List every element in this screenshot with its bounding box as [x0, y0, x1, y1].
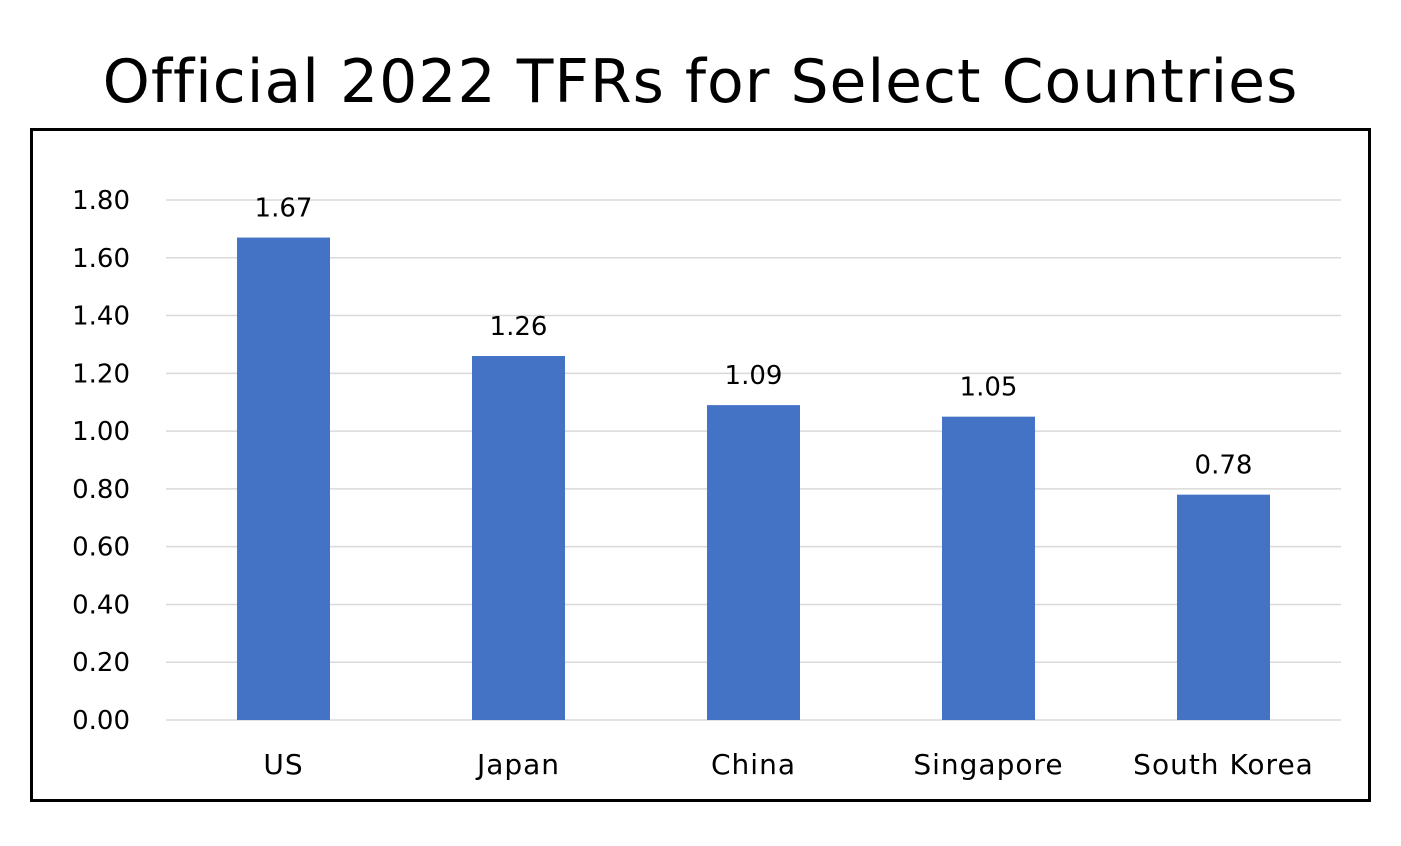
bar-chart: 0.00 0.20 0.40 0.60 0.80 1.00 1.20 1.40 1.60 1.80…: [72, 186, 1341, 781]
x-tick-label: China: [711, 748, 796, 781]
y-tick-label: 0.40: [72, 590, 130, 620]
data-label: 0.78: [1195, 451, 1253, 481]
data-labels: 1.67 1.26 1.09 1.05 0.78: [255, 194, 1253, 481]
y-tick-label: 0.80: [72, 475, 130, 505]
y-tick-label: 0.00: [72, 706, 130, 736]
x-tick-label: US: [263, 748, 303, 781]
x-tick-label: South Korea: [1133, 748, 1314, 781]
x-axis-ticks: US Japan China Singapore South Korea: [263, 748, 1314, 781]
bar-south-korea: [1177, 494, 1270, 720]
chart-frame: 0.00 0.20 0.40 0.60 0.80 1.00 1.20 1.40 1.60 1.80…: [30, 128, 1371, 802]
y-tick-label: 1.00: [72, 417, 130, 447]
bar-singapore: [942, 416, 1035, 720]
y-axis-ticks: 0.00 0.20 0.40 0.60 0.80 1.00 1.20 1.40 1.60 1.80: [72, 186, 130, 736]
y-tick-label: 0.60: [72, 533, 130, 563]
y-tick-label: 1.80: [72, 186, 130, 216]
data-label: 1.05: [960, 373, 1018, 403]
x-tick-label: Singapore: [913, 748, 1063, 781]
bar-japan: [472, 356, 565, 720]
bar-china: [707, 405, 800, 720]
bar-us: [237, 237, 330, 721]
y-tick-label: 1.20: [72, 359, 130, 389]
data-label: 1.67: [255, 194, 313, 224]
x-tick-label: Japan: [475, 748, 560, 781]
data-label: 1.26: [490, 312, 548, 342]
chart-title: Official 2022 TFRs for Select Countries: [102, 47, 1299, 117]
data-label: 1.09: [725, 361, 783, 391]
y-tick-label: 0.20: [72, 648, 130, 678]
y-tick-label: 1.40: [72, 302, 130, 332]
y-tick-label: 1.60: [72, 244, 130, 274]
bars: [237, 237, 1270, 721]
